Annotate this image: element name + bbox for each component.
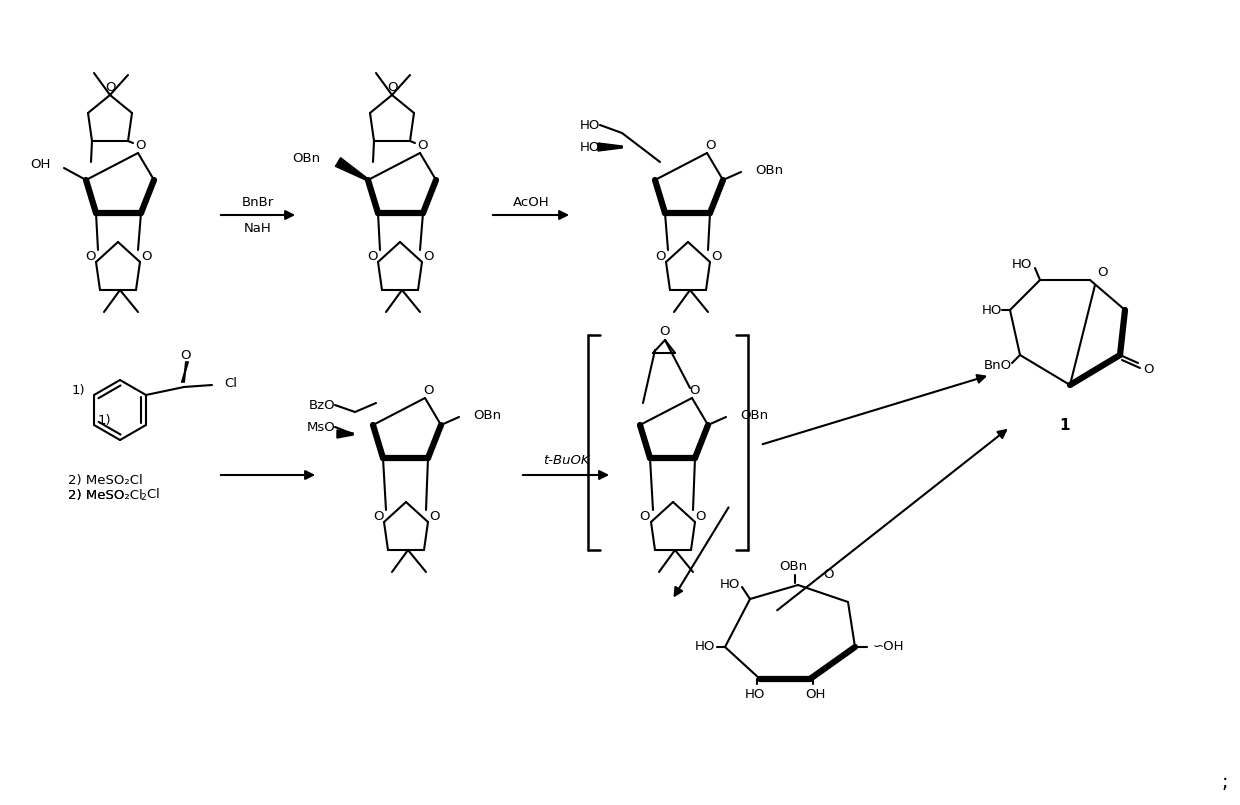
Text: OBn: OBn xyxy=(755,163,784,176)
Text: O: O xyxy=(660,324,671,337)
Text: O: O xyxy=(181,349,191,361)
Text: MsO: MsO xyxy=(306,420,335,434)
Text: 1): 1) xyxy=(72,383,86,397)
Text: HO: HO xyxy=(694,641,715,654)
Text: HO: HO xyxy=(982,303,1002,316)
Text: O: O xyxy=(823,568,833,581)
Text: O: O xyxy=(423,383,433,397)
Text: 1: 1 xyxy=(1060,418,1070,432)
Text: NaH: NaH xyxy=(244,221,272,234)
Text: OBn: OBn xyxy=(740,408,768,422)
Polygon shape xyxy=(336,158,368,181)
Text: HO: HO xyxy=(579,141,600,154)
Text: BnO: BnO xyxy=(983,358,1012,371)
Text: O: O xyxy=(689,383,701,397)
Text: O: O xyxy=(84,250,95,262)
Text: HO: HO xyxy=(719,577,740,591)
Text: OBn: OBn xyxy=(779,560,807,573)
Text: O: O xyxy=(696,510,707,522)
Text: ;: ; xyxy=(1221,774,1229,792)
Text: O: O xyxy=(135,138,146,151)
Text: 1): 1) xyxy=(98,414,112,427)
Text: OBn: OBn xyxy=(472,408,501,422)
Text: ∽OH: ∽OH xyxy=(873,641,904,654)
Text: O: O xyxy=(387,80,397,93)
Text: O: O xyxy=(423,250,433,262)
Text: O: O xyxy=(367,250,377,262)
Text: BnBr: BnBr xyxy=(242,196,274,208)
Text: OH: OH xyxy=(31,158,51,171)
Text: O: O xyxy=(373,510,383,522)
Text: OH: OH xyxy=(805,688,825,701)
Text: t-BuOK: t-BuOK xyxy=(543,453,589,467)
Text: BzO: BzO xyxy=(309,398,335,411)
Text: O: O xyxy=(655,250,665,262)
Polygon shape xyxy=(337,430,353,438)
Text: O: O xyxy=(104,80,115,93)
Text: O: O xyxy=(141,250,151,262)
Text: Cl: Cl xyxy=(224,377,237,390)
Text: 2) MeSO: 2) MeSO xyxy=(68,489,124,502)
Text: OBn: OBn xyxy=(291,151,320,164)
Text: HO: HO xyxy=(579,118,600,131)
Text: O: O xyxy=(640,510,650,522)
Text: HO: HO xyxy=(745,688,765,701)
Text: $_2$Cl: $_2$Cl xyxy=(140,487,160,503)
Text: O: O xyxy=(711,250,722,262)
Text: O: O xyxy=(429,510,439,522)
Text: HO: HO xyxy=(1012,258,1032,270)
Text: O: O xyxy=(418,138,428,151)
Polygon shape xyxy=(598,143,622,151)
Text: O: O xyxy=(1096,266,1107,279)
Text: 2) MeSO₂Cl: 2) MeSO₂Cl xyxy=(68,489,143,502)
Text: 2) MeSO₂Cl: 2) MeSO₂Cl xyxy=(68,473,143,486)
Text: O: O xyxy=(1143,362,1153,375)
Text: AcOH: AcOH xyxy=(512,196,549,208)
Text: O: O xyxy=(704,138,715,151)
